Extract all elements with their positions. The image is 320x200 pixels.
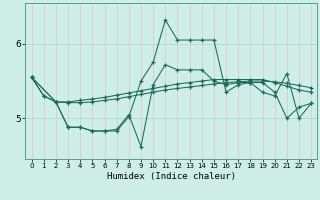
X-axis label: Humidex (Indice chaleur): Humidex (Indice chaleur)	[107, 172, 236, 181]
